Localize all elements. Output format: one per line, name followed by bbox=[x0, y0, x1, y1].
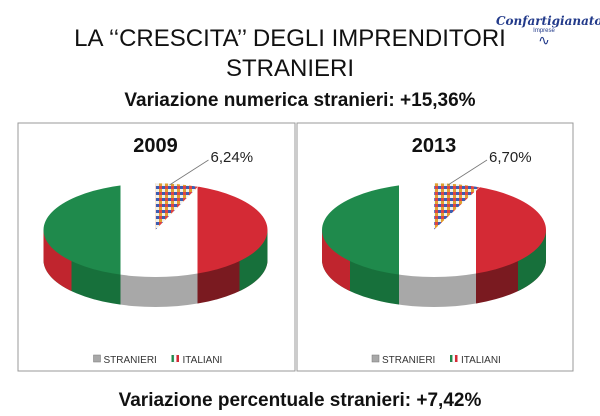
data-label-stranieri: 6,24% bbox=[211, 149, 254, 166]
slice-stranieri bbox=[155, 182, 199, 231]
legend-label-italiani: ITALIANI bbox=[461, 355, 501, 366]
legend-swatch-italiani-white bbox=[452, 354, 456, 363]
data-label-leader bbox=[447, 159, 488, 186]
chart-title: 2013 bbox=[412, 135, 457, 157]
pie-top bbox=[322, 183, 546, 277]
legend-swatch-stranieri bbox=[93, 354, 101, 363]
subtitle-numeric-variation: Variazione numerica stranieri: +15,36% bbox=[124, 90, 476, 111]
data-label-stranieri: 6,70% bbox=[489, 149, 532, 166]
legend-label-stranieri: STRANIERI bbox=[382, 355, 435, 366]
data-label-leader bbox=[169, 159, 209, 186]
legend-label-stranieri: STRANIERI bbox=[104, 355, 157, 366]
chart-title: 2009 bbox=[133, 135, 178, 157]
pie-2009 bbox=[43, 182, 268, 307]
legend-swatch-stranieri bbox=[371, 354, 380, 363]
slide-title-line2: STRANIERI bbox=[225, 55, 354, 82]
logo-text: Confartigianato bbox=[496, 14, 600, 28]
legend-swatch-italiani-red bbox=[176, 355, 179, 362]
confartigianato-logo: Confartigianato Imprese ∿ bbox=[496, 2, 600, 54]
subtitle-percentage-variation: Variazione percentuale stranieri: +7,42% bbox=[118, 390, 482, 411]
legend-label-italiani: ITALIANI bbox=[183, 355, 223, 366]
logo-subtext: Imprese bbox=[533, 28, 555, 34]
slide-title: LA ‘‘CRESCITA’’ DEGLI IMPRENDITORI STRAN… bbox=[60, 24, 520, 84]
slide-title-line1: LA ‘‘CRESCITA’’ DEGLI IMPRENDITORI bbox=[74, 25, 506, 52]
legend-swatch-italiani-green bbox=[450, 355, 453, 362]
legend-swatch-italiani-red bbox=[455, 355, 458, 362]
pie-2013 bbox=[322, 182, 546, 307]
legend-swatch-italiani-white bbox=[173, 354, 177, 363]
slice-stranieri bbox=[433, 182, 481, 231]
logo-wave-icon: ∿ bbox=[538, 32, 550, 48]
legend-swatch-italiani-green bbox=[171, 355, 174, 362]
